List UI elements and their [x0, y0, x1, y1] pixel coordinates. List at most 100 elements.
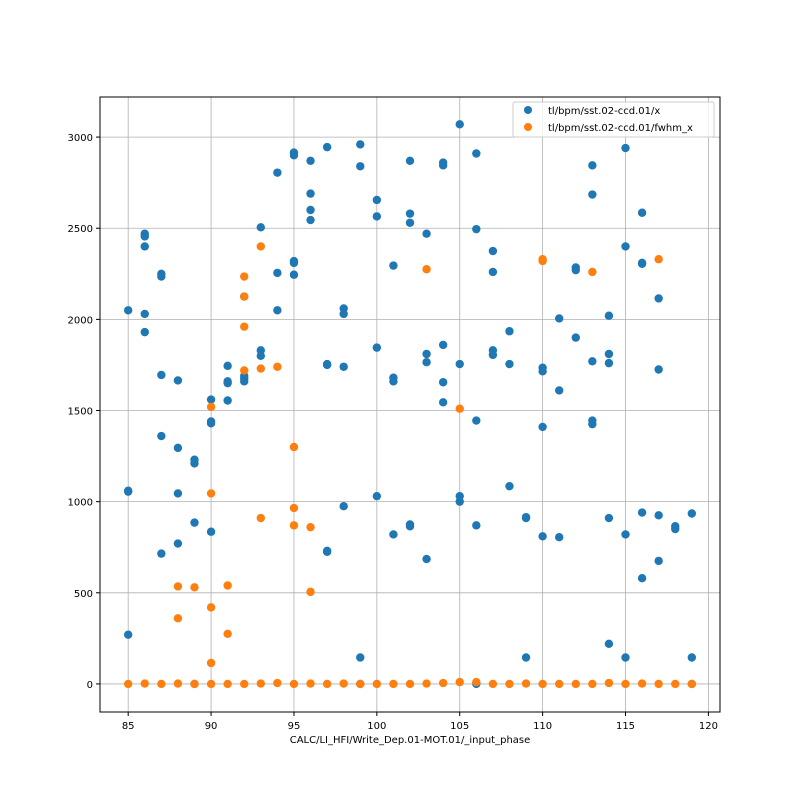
point-series-0 — [372, 195, 382, 205]
y-tick-label: 0 — [87, 680, 93, 691]
point-series-0 — [687, 653, 697, 662]
point-series-0 — [654, 511, 663, 520]
point-series-0 — [356, 140, 365, 149]
point-series-0 — [438, 340, 448, 350]
point-series-0 — [123, 306, 133, 315]
point-series-0 — [206, 395, 216, 404]
point-series-0 — [140, 232, 149, 241]
point-series-0 — [389, 261, 398, 270]
point-series-0 — [289, 258, 299, 268]
point-series-0 — [123, 486, 133, 495]
point-series-0 — [472, 521, 481, 530]
point-series-0 — [554, 532, 564, 542]
point-series-0 — [588, 190, 597, 199]
point-series-0 — [521, 513, 531, 523]
point-series-0 — [306, 215, 315, 225]
legend-label-x: tl/bpm/sst.02-ccd.01/x — [548, 106, 660, 117]
x-tick-label: 105 — [450, 721, 469, 732]
point-series-0 — [488, 246, 498, 256]
point-series-0 — [438, 398, 448, 407]
point-series-0 — [322, 142, 332, 152]
point-series-0 — [621, 143, 630, 153]
point-series-0 — [604, 639, 614, 649]
point-series-0 — [389, 377, 398, 386]
point-series-1 — [157, 679, 166, 689]
y-tick-label: 1500 — [68, 407, 93, 418]
point-series-1 — [356, 679, 365, 689]
point-series-0 — [322, 360, 332, 370]
point-series-0 — [488, 350, 498, 360]
point-series-0 — [455, 359, 464, 369]
point-series-0 — [306, 205, 315, 215]
point-series-0 — [588, 357, 597, 366]
point-series-0 — [306, 189, 315, 198]
point-series-1 — [654, 679, 663, 689]
point-series-0 — [173, 376, 183, 385]
point-series-1 — [256, 364, 266, 373]
point-series-1 — [289, 503, 299, 513]
point-series-0 — [405, 209, 415, 218]
point-series-1 — [256, 679, 266, 688]
point-series-1 — [405, 679, 415, 689]
point-series-0 — [488, 267, 498, 277]
point-series-0 — [372, 491, 382, 501]
point-series-1 — [173, 679, 183, 688]
point-series-0 — [671, 524, 680, 534]
legend-marker-x — [524, 106, 532, 114]
x-axis-label: CALC/LI_HFI/Write_Dep.01-MOT.01/_input_p… — [290, 735, 531, 746]
point-series-1 — [588, 267, 597, 277]
point-series-1 — [505, 679, 514, 689]
point-series-0 — [273, 168, 282, 177]
point-series-0 — [405, 218, 415, 227]
point-series-0 — [538, 532, 547, 541]
point-series-0 — [472, 224, 481, 234]
point-series-0 — [157, 549, 166, 558]
point-series-0 — [637, 508, 647, 517]
point-series-0 — [140, 309, 149, 319]
point-series-1 — [671, 679, 680, 689]
point-series-1 — [422, 265, 431, 274]
point-series-1 — [240, 272, 249, 281]
point-series-0 — [621, 530, 630, 539]
y-tick-label: 500 — [74, 589, 93, 600]
point-series-0 — [422, 554, 431, 564]
point-series-1 — [455, 404, 464, 413]
point-series-1 — [306, 587, 315, 597]
point-series-1 — [604, 678, 614, 688]
point-series-0 — [273, 306, 282, 315]
y-tick-label: 2500 — [68, 224, 93, 235]
point-series-0 — [505, 327, 514, 336]
point-series-0 — [472, 416, 481, 425]
point-series-0 — [372, 212, 382, 221]
point-series-0 — [339, 309, 348, 319]
point-series-1 — [521, 679, 531, 688]
point-series-0 — [289, 270, 299, 279]
point-series-0 — [687, 509, 697, 518]
point-series-1 — [123, 679, 133, 689]
point-series-1 — [289, 679, 299, 689]
point-series-0 — [190, 518, 199, 527]
point-series-0 — [256, 223, 266, 232]
point-series-1 — [273, 362, 282, 371]
point-series-0 — [571, 333, 580, 342]
legend: tl/bpm/sst.02-ccd.01/x tl/bpm/sst.02-ccd… — [512, 101, 715, 138]
grid — [100, 97, 720, 712]
point-series-0 — [637, 259, 647, 268]
point-series-1 — [637, 679, 647, 688]
y-tick-label: 1000 — [68, 498, 93, 509]
plot-frame — [99, 96, 721, 713]
point-series-0 — [538, 422, 547, 432]
point-series-1 — [554, 679, 564, 689]
point-series-0 — [455, 497, 464, 506]
point-series-0 — [140, 242, 149, 251]
point-series-0 — [356, 653, 365, 662]
point-series-1 — [223, 679, 232, 689]
point-series-1 — [206, 658, 216, 668]
point-series-0 — [223, 361, 232, 371]
point-series-1 — [173, 582, 183, 591]
point-series-1 — [654, 255, 663, 264]
point-series-1 — [306, 522, 315, 532]
point-series-0 — [554, 314, 564, 323]
point-series-1 — [240, 322, 249, 331]
point-series-1 — [256, 513, 266, 523]
